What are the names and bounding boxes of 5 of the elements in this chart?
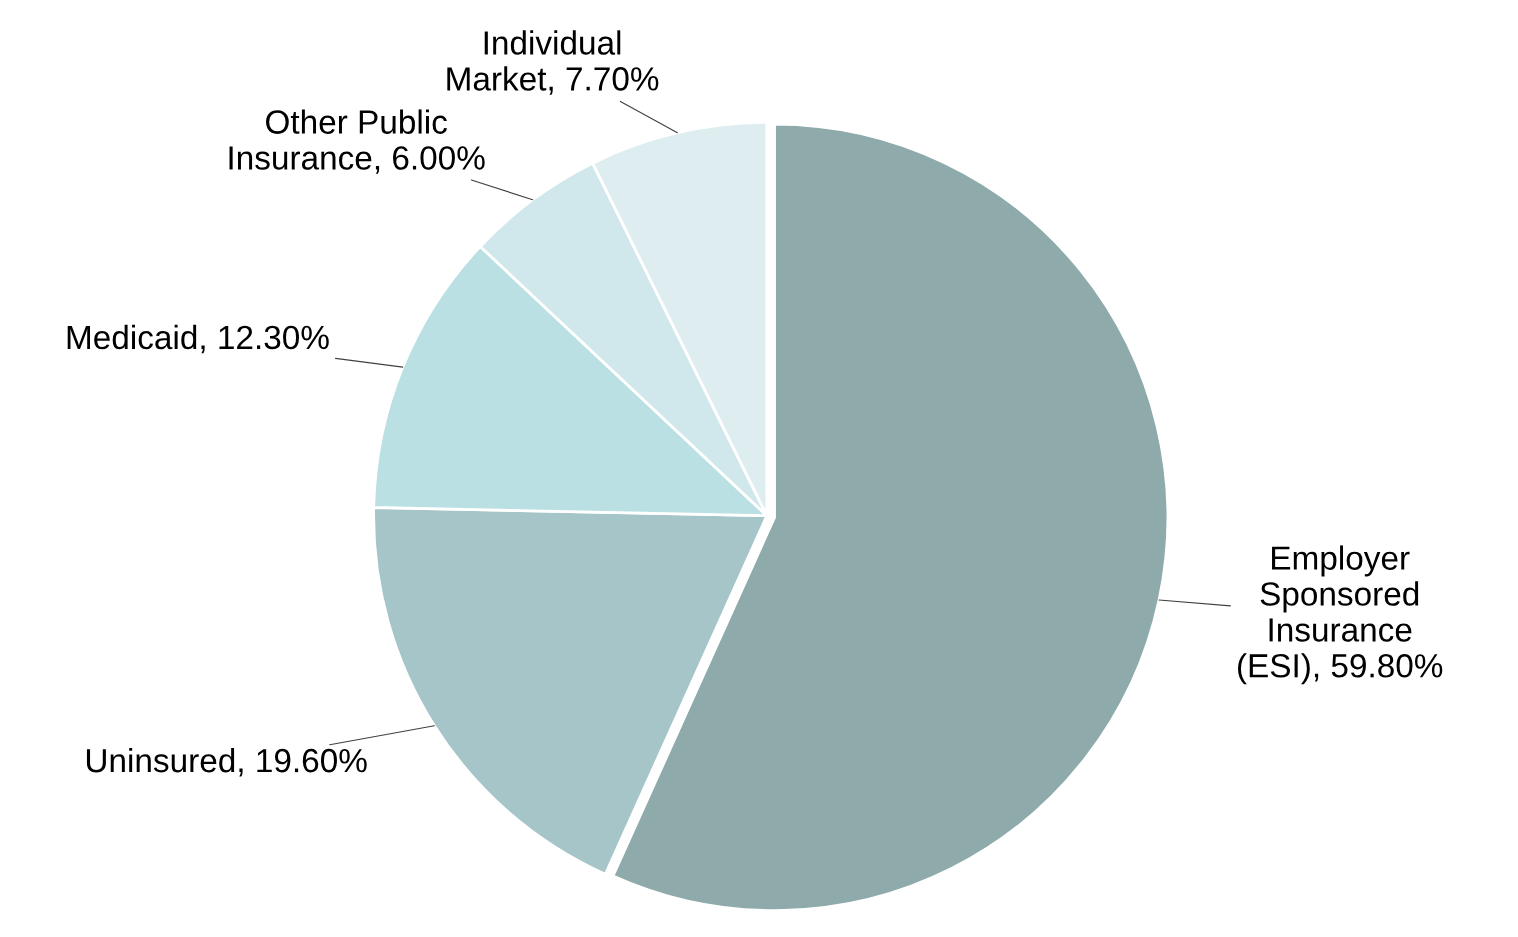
- slice-label: Individual Market, 7.70%: [447, 30, 659, 95]
- slice-label: Employer Sponsored Insurance (ESI), 59.80%: [1238, 545, 1443, 685]
- slice-label: Other Public Insurance, 6.00%: [229, 109, 485, 174]
- slice-label: Uninsured, 19.60%: [86, 747, 367, 777]
- slice-label: Medicaid, 12.30%: [67, 324, 329, 354]
